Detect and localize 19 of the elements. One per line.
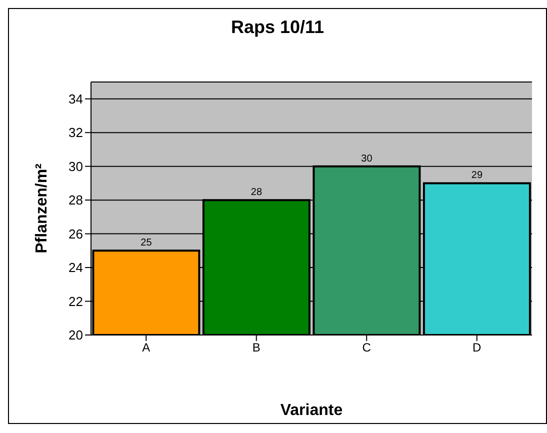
- y-tick-label: 34: [68, 91, 83, 106]
- x-tick-label: D: [472, 340, 482, 355]
- x-tick-label: C: [362, 340, 372, 355]
- data-label: 28: [250, 187, 262, 198]
- data-label: 29: [471, 170, 483, 182]
- y-axis-title: Pflanzen/m²: [34, 164, 51, 254]
- y-tick-label: 26: [68, 226, 83, 242]
- x-tick-label: B: [252, 340, 260, 355]
- chart-title: Raps 10/11: [230, 17, 326, 38]
- y-tick-label: 32: [68, 125, 83, 140]
- x-axis-title: Variante: [280, 402, 343, 419]
- y-tick-label: 20: [68, 328, 83, 343]
- data-label: 30: [361, 153, 373, 164]
- y-tick-label: 30: [68, 158, 83, 174]
- data-label: 25: [140, 238, 152, 249]
- x-tick-label: A: [142, 340, 150, 355]
- y-tick-label: 22: [68, 294, 83, 309]
- y-tick-label: 24: [68, 260, 83, 276]
- y-tick-label: 28: [68, 192, 83, 208]
